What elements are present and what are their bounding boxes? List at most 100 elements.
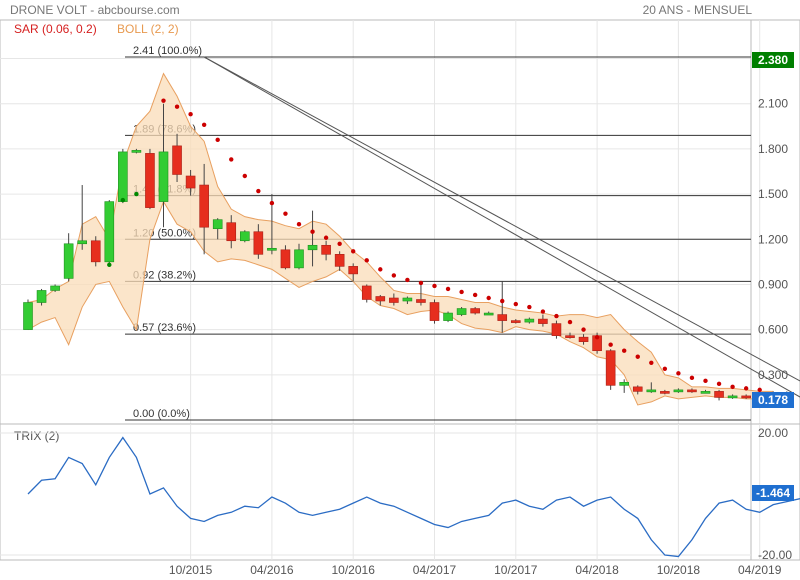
sar-dot (486, 295, 491, 301)
current-price-badge: 0.178 (752, 392, 794, 408)
candle-body (267, 247, 277, 251)
sar-dot (283, 211, 288, 216)
candle-body (632, 386, 643, 392)
sar-dot (689, 375, 695, 381)
candle-body (700, 391, 711, 394)
x-tick-label: 10/2015 (169, 563, 213, 577)
sar-dot (174, 104, 180, 109)
sar-dot (351, 249, 356, 254)
trix-value-badge-text: -1.464 (756, 486, 790, 500)
x-tick-label: 10/2016 (332, 563, 376, 577)
x-tick-label: 04/2019 (738, 563, 782, 577)
sar-dot (445, 286, 451, 292)
candle-body (118, 151, 128, 202)
sar-dot (472, 292, 478, 298)
sar-dot (757, 387, 762, 393)
x-tick-label: 10/2017 (494, 563, 538, 577)
sar-dot (594, 334, 600, 340)
trendline (203, 56, 800, 398)
candle-body (470, 308, 480, 314)
main-y-tick-label: 1.200 (758, 232, 788, 246)
trix-legend: TRIX (2) (14, 429, 59, 443)
trendlines-layer (203, 56, 800, 398)
trix-layer (27, 436, 800, 558)
candle-body (212, 219, 223, 230)
x-tick-label: 04/2016 (250, 563, 294, 577)
sar-dot (188, 112, 193, 117)
main-y-tick-label: 0.600 (758, 323, 788, 337)
candle-body (50, 285, 60, 291)
sar-dot (608, 342, 613, 347)
main-y-tick-label: 0.900 (758, 277, 788, 291)
sar-dot (161, 98, 166, 103)
sar-dot (215, 137, 220, 143)
candle-body (104, 201, 115, 263)
candle-body (348, 266, 359, 275)
fibonacci-label: 0.00 (0.0%) (133, 408, 190, 420)
candle-body (510, 320, 521, 323)
trix-value-badge: -1.464 (752, 485, 794, 501)
sar-dot (730, 384, 735, 390)
sar-dot (432, 283, 437, 289)
candle-body (90, 240, 101, 263)
candle-body (673, 389, 684, 393)
sar-dot (310, 229, 315, 234)
main-y-tick-label: 2.100 (758, 97, 788, 111)
candle-body (538, 318, 548, 324)
sar-dot (337, 241, 342, 246)
sar-dot (676, 371, 681, 376)
trix-y-tick-label: 20.00 (758, 426, 788, 440)
candle-body (375, 296, 386, 302)
sar-dot (107, 262, 112, 268)
fibonacci-label: 0.92 (38.2%) (133, 269, 196, 281)
sar-dot (378, 267, 383, 272)
x-tick-label: 04/2017 (413, 563, 457, 577)
main-y-tick-label: 0.300 (758, 368, 788, 382)
candle-body (131, 150, 142, 153)
candle-body (77, 240, 87, 245)
candle-body (36, 290, 47, 303)
sar-dot (323, 235, 329, 240)
candle-body (483, 312, 494, 316)
sar-dot (513, 301, 518, 307)
trix-y-axis: 20.00 -20.00 (758, 426, 792, 562)
sar-dot (391, 273, 397, 278)
candle-body (389, 297, 399, 303)
sar-dot (242, 173, 247, 179)
bollinger-band-fill (28, 73, 774, 405)
sar-dot (500, 298, 505, 304)
x-axis: 10/2015 04/2016 10/2016 04/2017 10/2017 04/20… (169, 563, 782, 577)
sar-dot (201, 122, 207, 127)
candle-body (253, 231, 264, 255)
candle-body (334, 254, 345, 267)
sar-dot (622, 348, 627, 353)
main-y-tick-label: 1.800 (758, 142, 788, 156)
candle-body (307, 244, 318, 251)
trix-grid (0, 424, 761, 560)
sar-dot (540, 309, 546, 314)
trendline (203, 56, 800, 382)
sar-dot (703, 378, 708, 384)
chart-period: 20 ANS - MENSUEL (643, 3, 753, 17)
candle-body (565, 335, 575, 338)
candle-body (361, 285, 372, 300)
candle-body (321, 244, 331, 255)
bollinger-upper-line (27, 72, 774, 392)
candle-body (240, 231, 250, 242)
sar-dot (567, 319, 573, 325)
sar-dot (635, 354, 640, 359)
candle-body (578, 336, 589, 342)
sar-dot (134, 191, 139, 197)
sar-dot (581, 327, 586, 332)
sar-dot (418, 280, 424, 286)
sar-dot (405, 277, 410, 283)
candle-body (199, 184, 209, 228)
candle-body (524, 318, 535, 323)
candle-body (280, 249, 291, 269)
candle-body (456, 308, 467, 315)
candle-body (172, 145, 182, 175)
boll-legend: BOLL (2, 2) (117, 22, 179, 36)
candle-body (63, 243, 74, 279)
